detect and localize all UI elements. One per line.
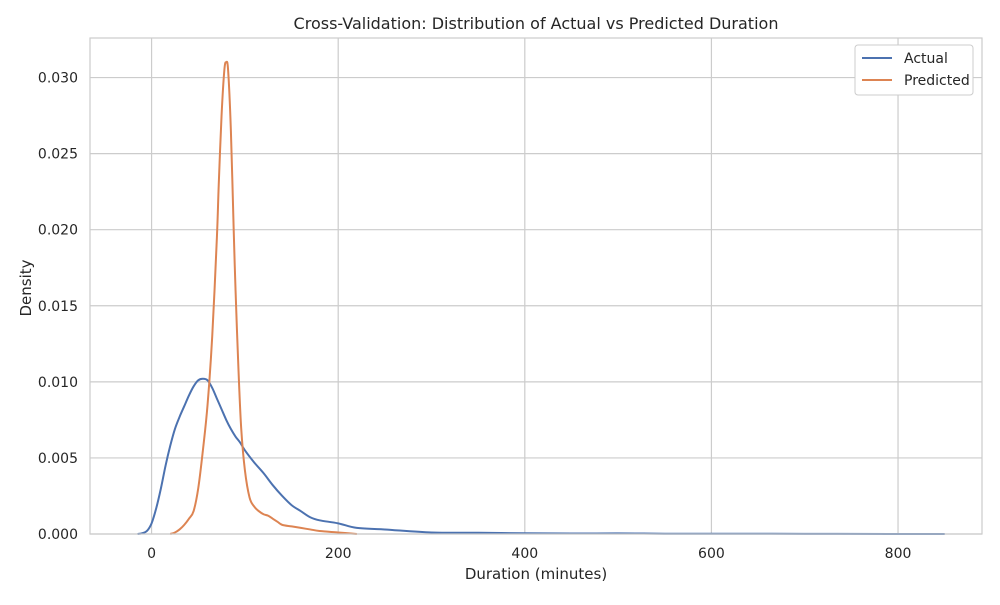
series-lines	[137, 60, 945, 536]
x-tick-label: 600	[698, 546, 725, 562]
x-tick-label: 800	[885, 546, 912, 562]
legend-label-predicted: Predicted	[904, 73, 970, 89]
plot-frame	[89, 37, 983, 535]
legend: Actual Predicted	[854, 44, 974, 96]
y-tick-label: 0.000	[38, 527, 78, 543]
series-line-actual	[137, 377, 945, 536]
x-tick-label: 400	[511, 546, 538, 562]
y-tick-label: 0.010	[38, 375, 78, 391]
series-line-predicted	[169, 60, 357, 535]
y-tick-label: 0.005	[38, 451, 78, 467]
y-tick-label: 0.030	[38, 71, 78, 87]
tick-labels: 0 200 400 600 800 0.000 0.005 0.010 0.015 0.020 0.…	[38, 71, 911, 562]
legend-label-actual: Actual	[904, 51, 948, 67]
y-tick-label: 0.015	[38, 299, 78, 315]
x-tick-label: 200	[325, 546, 352, 562]
y-tick-label: 0.025	[38, 147, 78, 163]
y-axis-label: Density	[17, 259, 35, 316]
chart-title: Cross-Validation: Distribution of Actual…	[294, 14, 779, 33]
y-tick-label: 0.020	[38, 223, 78, 239]
x-axis-label: Duration (minutes)	[465, 565, 607, 583]
x-tick-label: 0	[147, 546, 156, 562]
